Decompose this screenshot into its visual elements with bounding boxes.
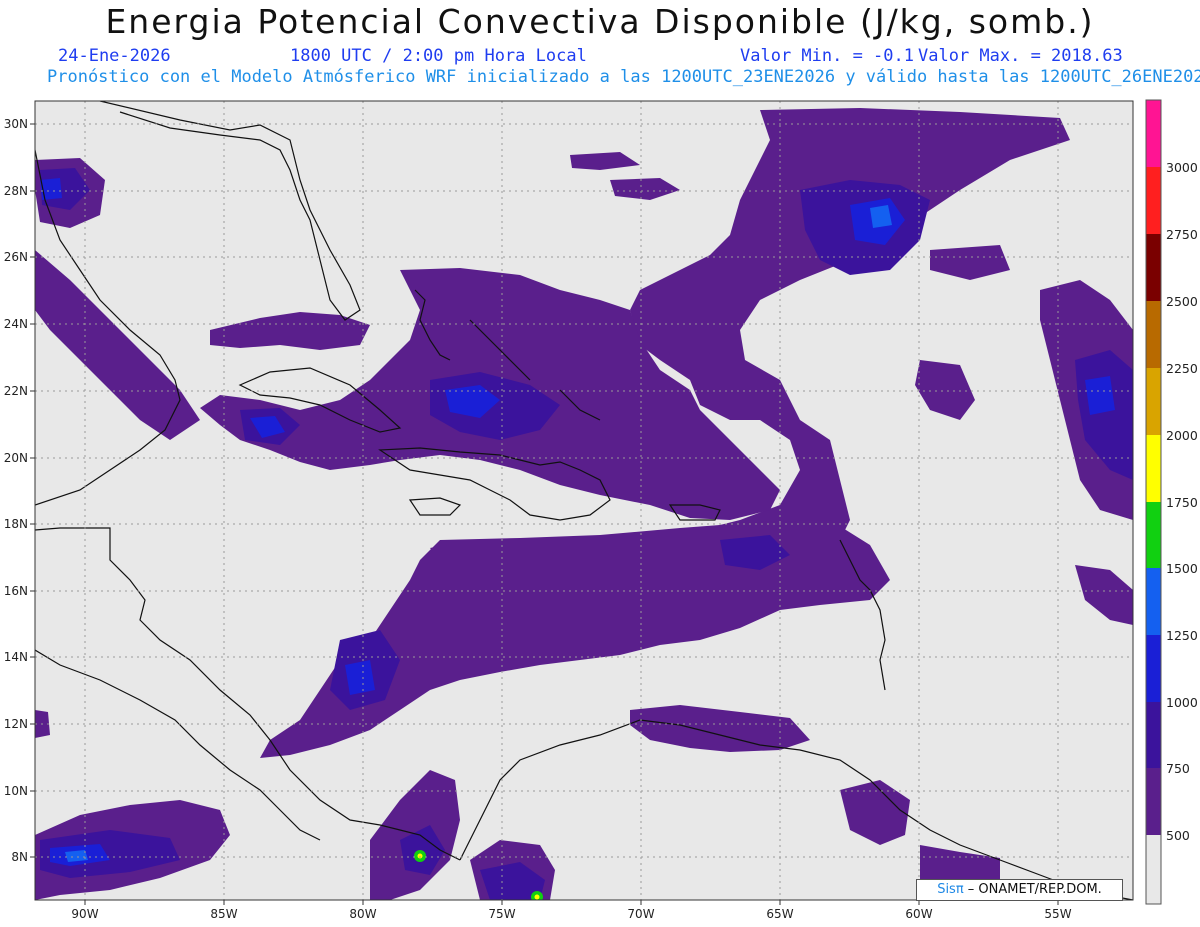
latitude-labels: 30N 28N 26N 24N 22N 20N 18N 16N 14N 12N … (4, 117, 28, 864)
lat-label: 12N (4, 717, 28, 731)
lon-label: 90W (71, 907, 98, 921)
cape-region-florida-straits (210, 312, 370, 350)
lon-label: 60W (905, 907, 932, 921)
colorbar-swatch (1146, 568, 1161, 635)
longitude-labels: 90W 85W 80W 75W 70W 65W 60W 55W (71, 907, 1071, 921)
colorbar-label: 750 (1166, 761, 1190, 776)
colorbar-label: 3000 (1166, 160, 1198, 175)
cape-contours (35, 108, 1133, 900)
lon-label: 85W (210, 907, 237, 921)
cape-region-bermuda-east (610, 178, 680, 200)
colorbar-frame (1145, 99, 1162, 905)
colorbar-label: 500 (1166, 828, 1190, 843)
colorbar-label: 1000 (1166, 695, 1198, 710)
cape-region-lesser-antilles (1075, 565, 1133, 625)
cape-region-trinidad (840, 780, 910, 845)
map-title: Energia Potencial Convectiva Disponible … (105, 2, 1095, 41)
cape-region-north-isolated (570, 152, 640, 170)
lat-label: 10N (4, 784, 28, 798)
colorbar-label: 2750 (1166, 227, 1198, 242)
colorbar: 500 750 1000 1250 1500 1750 2000 2250 25… (1145, 99, 1198, 905)
forecast-time: 1800 UTC / 2:00 pm Hora Local (290, 46, 587, 66)
max-value-label: Valor Max. = 2018.63 (918, 46, 1123, 66)
map-grid (35, 101, 1133, 900)
coastlines (35, 101, 1133, 900)
lon-label: 75W (488, 907, 515, 921)
cape-region-sargasso (930, 245, 1010, 280)
colorbar-swatch (1146, 768, 1161, 835)
colorbar-below-500 (1146, 835, 1161, 904)
colorbar-swatch (1146, 368, 1161, 435)
min-value-label: Valor Min. = -0.1 (740, 46, 914, 66)
colorbar-label: 2000 (1166, 428, 1198, 443)
credit-text: – ONAMET/REP.DOM. (963, 882, 1102, 897)
colorbar-swatch (1146, 167, 1161, 234)
colorbar-swatch (1146, 702, 1161, 768)
lat-label: 28N (4, 184, 28, 198)
lat-label: 30N (4, 117, 28, 131)
colorbar-swatch (1146, 301, 1161, 368)
lat-label: 18N (4, 517, 28, 531)
lat-label: 20N (4, 451, 28, 465)
lon-label: 65W (766, 907, 793, 921)
colorbar-swatch (1146, 502, 1161, 568)
cape-region-south-caribbean (630, 705, 810, 752)
lon-label: 55W (1044, 907, 1071, 921)
sispi-logo: Sisπ (937, 882, 964, 897)
lat-label: 26N (4, 250, 28, 264)
colorbar-swatch (1146, 635, 1161, 702)
colorbar-swatch (1146, 435, 1161, 502)
colorbar-swatch (1146, 100, 1161, 167)
colorbar-label: 2250 (1166, 361, 1198, 376)
model-info: Pronóstico con el Modelo Atmósferico WRF… (47, 67, 1200, 87)
plot-frame (34, 100, 1134, 901)
lat-label: 8N (11, 850, 28, 864)
cape-region-east-mid (915, 360, 975, 420)
colorbar-label: 1500 (1166, 561, 1198, 576)
colorbar-label: 2500 (1166, 294, 1198, 309)
cape-region-gulf (35, 250, 200, 440)
cape-region-caribbean-band (260, 520, 890, 758)
colorbar-label: 1250 (1166, 628, 1198, 643)
credit-box: Sisπ – ONAMET/REP.DOM. (916, 879, 1123, 901)
lat-label: 16N (4, 584, 28, 598)
lat-label: 22N (4, 384, 28, 398)
colorbar-swatch (1146, 234, 1161, 301)
colorbar-label: 1750 (1166, 495, 1198, 510)
map-background (35, 101, 1133, 900)
lon-label: 80W (349, 907, 376, 921)
lat-label: 24N (4, 317, 28, 331)
lon-label: 70W (627, 907, 654, 921)
forecast-date: 24-Ene-2026 (58, 46, 171, 66)
lat-label: 14N (4, 650, 28, 664)
